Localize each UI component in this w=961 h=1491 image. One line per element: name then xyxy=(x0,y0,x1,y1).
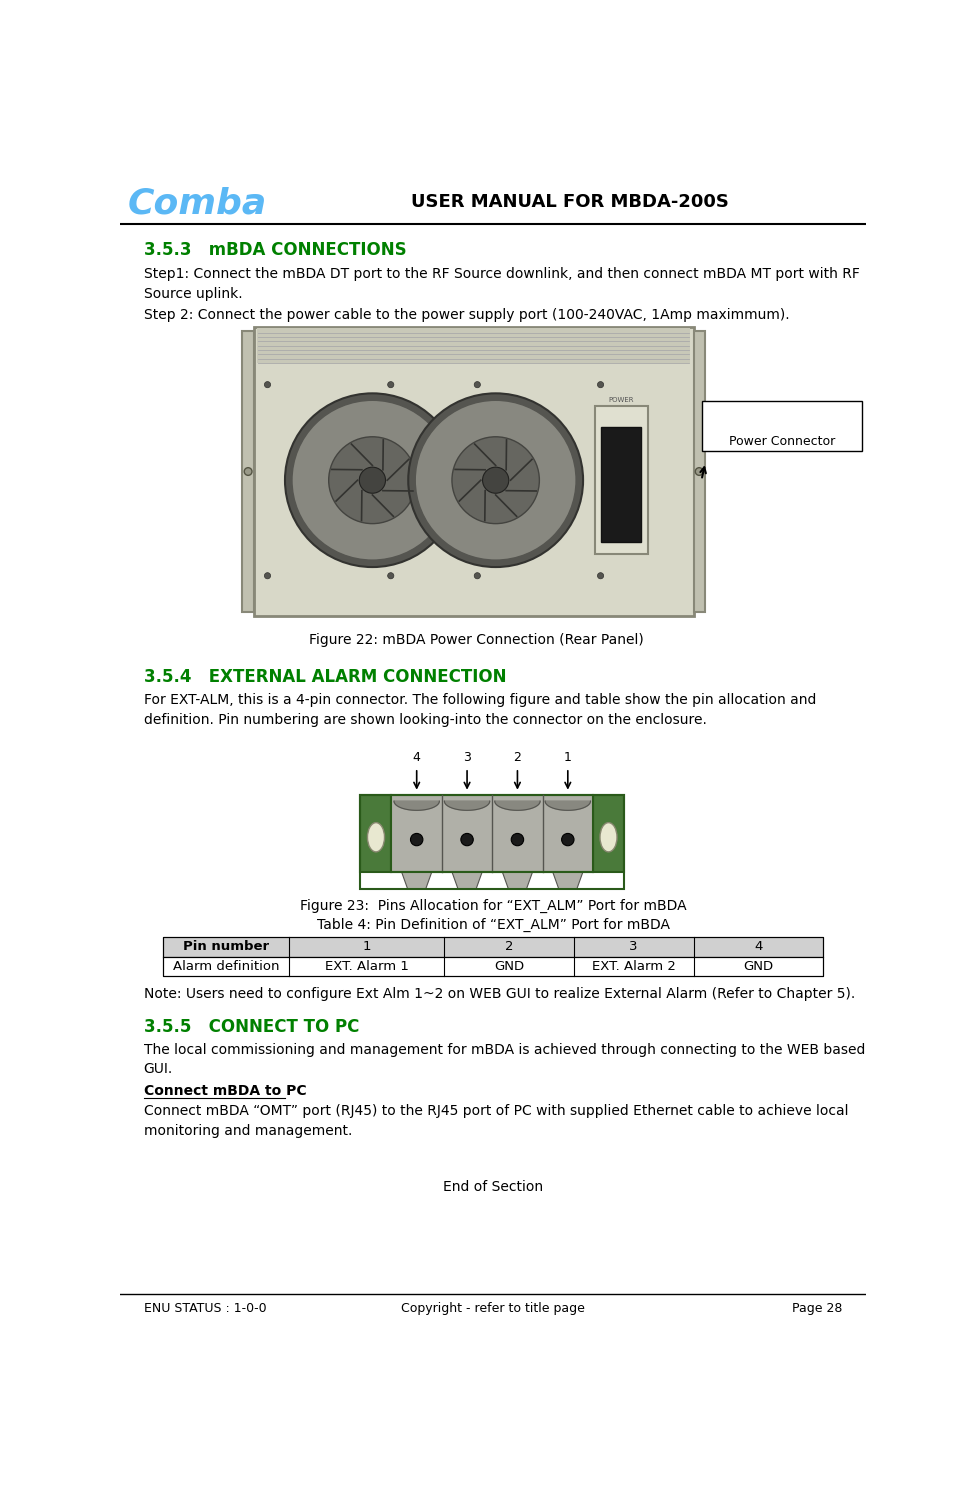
Text: Note: Users need to configure Ext Alm 1~2 on WEB GUI to realize External Alarm (: Note: Users need to configure Ext Alm 1~… xyxy=(143,987,854,1002)
Text: Figure 23:  Pins Allocation for “EXT_ALM” Port for mBDA: Figure 23: Pins Allocation for “EXT_ALM”… xyxy=(300,899,685,912)
Text: 3.5.3   mBDA CONNECTIONS: 3.5.3 mBDA CONNECTIONS xyxy=(143,240,406,258)
Ellipse shape xyxy=(367,823,384,851)
FancyBboxPatch shape xyxy=(254,327,693,616)
Polygon shape xyxy=(545,801,590,810)
Circle shape xyxy=(460,833,473,845)
Text: 3: 3 xyxy=(462,751,471,763)
Text: 2: 2 xyxy=(505,941,512,954)
Text: 3.5.4   EXTERNAL ALARM CONNECTION: 3.5.4 EXTERNAL ALARM CONNECTION xyxy=(143,668,505,686)
Text: 1: 1 xyxy=(563,751,571,763)
Text: Step 2: Connect the power cable to the power supply port (100-240VAC, 1Amp maxim: Step 2: Connect the power cable to the p… xyxy=(143,309,788,322)
Text: Comba: Comba xyxy=(128,186,267,221)
Polygon shape xyxy=(494,801,539,810)
Text: GND: GND xyxy=(493,960,524,972)
FancyBboxPatch shape xyxy=(601,426,641,543)
Text: Alarm definition: Alarm definition xyxy=(173,960,279,972)
Text: 3.5.5   CONNECT TO PC: 3.5.5 CONNECT TO PC xyxy=(143,1018,358,1036)
Polygon shape xyxy=(394,801,439,810)
Text: ENU STATUS : 1-0-0: ENU STATUS : 1-0-0 xyxy=(143,1302,266,1315)
Circle shape xyxy=(284,394,459,567)
Text: For EXT-ALM, this is a 4-pin connector. The following figure and table show the : For EXT-ALM, this is a 4-pin connector. … xyxy=(143,693,815,726)
Circle shape xyxy=(358,467,385,494)
Circle shape xyxy=(482,467,508,494)
Polygon shape xyxy=(401,872,431,889)
Polygon shape xyxy=(553,872,582,889)
Circle shape xyxy=(387,382,393,388)
FancyBboxPatch shape xyxy=(162,938,823,957)
FancyBboxPatch shape xyxy=(701,401,861,450)
Polygon shape xyxy=(502,872,532,889)
Text: EXT. Alarm 1: EXT. Alarm 1 xyxy=(325,960,408,972)
Circle shape xyxy=(292,400,453,561)
Text: 3: 3 xyxy=(628,941,637,954)
FancyBboxPatch shape xyxy=(258,328,689,362)
Text: End of Section: End of Section xyxy=(442,1179,543,1194)
Circle shape xyxy=(510,833,523,845)
Text: Step1: Connect the mBDA DT port to the RF Source downlink, and then connect mBDA: Step1: Connect the mBDA DT port to the R… xyxy=(143,267,858,301)
Circle shape xyxy=(695,468,702,476)
Circle shape xyxy=(264,382,270,388)
FancyBboxPatch shape xyxy=(360,795,391,872)
Circle shape xyxy=(474,573,480,579)
Circle shape xyxy=(387,573,393,579)
Circle shape xyxy=(244,468,252,476)
Text: The local commissioning and management for mBDA is achieved through connecting t: The local commissioning and management f… xyxy=(143,1042,864,1077)
Text: Page 28: Page 28 xyxy=(791,1302,842,1315)
Text: Figure 22: mBDA Power Connection (Rear Panel): Figure 22: mBDA Power Connection (Rear P… xyxy=(309,634,644,647)
FancyBboxPatch shape xyxy=(241,331,254,613)
FancyBboxPatch shape xyxy=(592,795,624,872)
Text: Connect mBDA to PC: Connect mBDA to PC xyxy=(143,1084,306,1097)
Text: Connect mBDA “OMT” port (RJ45) to the RJ45 port of PC with supplied Ethernet cab: Connect mBDA “OMT” port (RJ45) to the RJ… xyxy=(143,1105,847,1138)
Polygon shape xyxy=(444,801,489,810)
FancyBboxPatch shape xyxy=(162,957,823,977)
Circle shape xyxy=(597,573,604,579)
Text: 4: 4 xyxy=(412,751,420,763)
Text: Pin number: Pin number xyxy=(183,941,269,954)
Circle shape xyxy=(410,833,423,845)
Text: GND: GND xyxy=(743,960,773,972)
Text: Copyright - refer to title page: Copyright - refer to title page xyxy=(401,1302,584,1315)
FancyBboxPatch shape xyxy=(693,331,704,613)
Circle shape xyxy=(597,382,604,388)
Text: 4: 4 xyxy=(753,941,762,954)
Text: EXT. Alarm 2: EXT. Alarm 2 xyxy=(591,960,675,972)
Circle shape xyxy=(415,400,576,561)
Circle shape xyxy=(329,437,416,523)
Text: USER MANUAL FOR MBDA-200S: USER MANUAL FOR MBDA-200S xyxy=(410,192,727,210)
Text: Power Connector: Power Connector xyxy=(727,434,834,447)
Ellipse shape xyxy=(600,823,616,851)
Circle shape xyxy=(407,394,582,567)
Text: POWER: POWER xyxy=(607,397,633,403)
FancyBboxPatch shape xyxy=(391,795,592,872)
Circle shape xyxy=(561,833,574,845)
Text: 1: 1 xyxy=(362,941,371,954)
Polygon shape xyxy=(452,872,481,889)
Circle shape xyxy=(264,573,270,579)
FancyBboxPatch shape xyxy=(594,407,647,555)
Text: 2: 2 xyxy=(513,751,521,763)
Circle shape xyxy=(474,382,480,388)
Text: Table 4: Pin Definition of “EXT_ALM” Port for mBDA: Table 4: Pin Definition of “EXT_ALM” Por… xyxy=(316,918,669,932)
Circle shape xyxy=(452,437,539,523)
